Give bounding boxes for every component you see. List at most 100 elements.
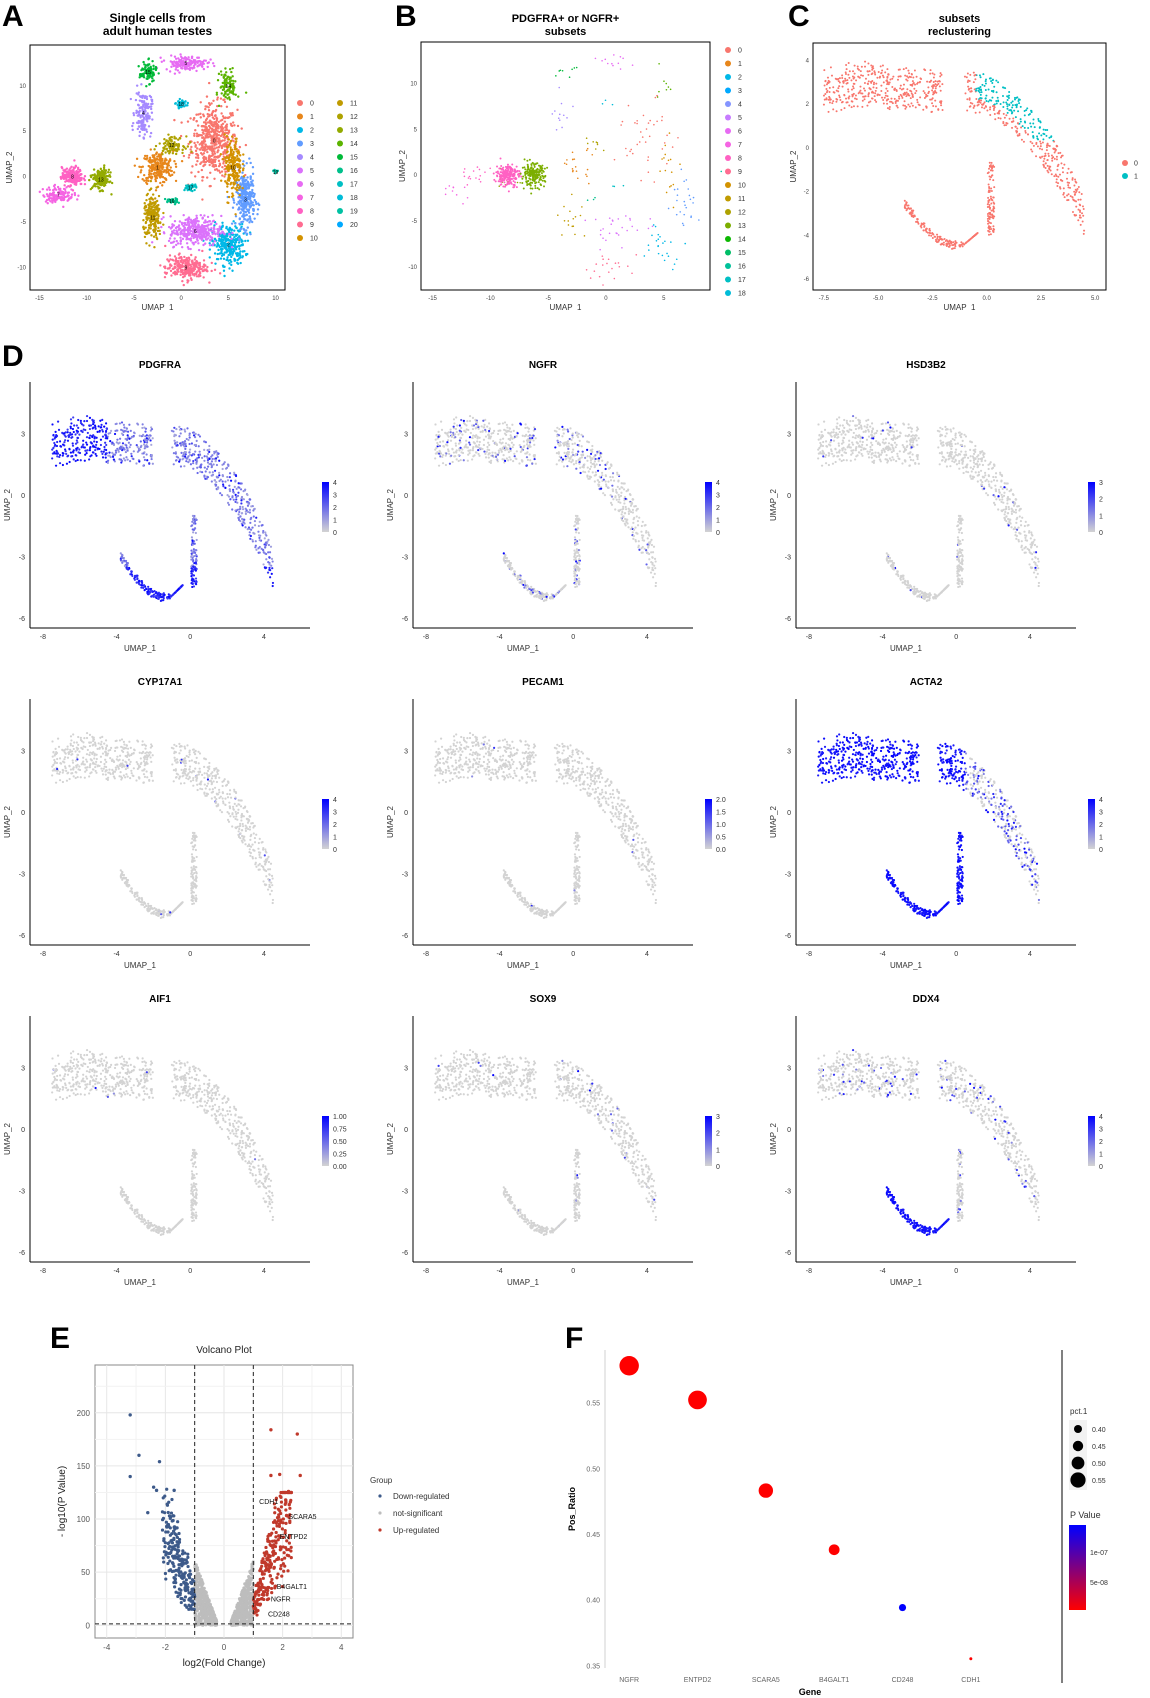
data-point: [504, 184, 507, 187]
data-point: [248, 221, 251, 224]
data-point: [51, 199, 54, 202]
data-point: [175, 60, 178, 64]
data-point: [198, 64, 201, 67]
data-point: [546, 166, 549, 169]
data-point: [594, 148, 597, 150]
data-point: [657, 238, 660, 241]
data-point: [882, 98, 885, 101]
data-point: [190, 222, 194, 225]
data-point: [240, 197, 243, 200]
data-point: [629, 219, 632, 221]
data-point: [214, 140, 218, 144]
data-point: [196, 226, 199, 230]
data-point: [662, 242, 664, 244]
data-point: [199, 116, 202, 119]
data-point: [984, 88, 987, 91]
data-point: [997, 81, 1000, 84]
data-point: [157, 153, 161, 156]
data-point: [617, 234, 620, 236]
data-point: [931, 89, 934, 92]
data-point: [180, 121, 183, 124]
data-point: [191, 230, 195, 233]
data-point: [496, 170, 499, 173]
y-axis-label: UMAP_2: [5, 151, 14, 184]
data-point: [227, 163, 230, 167]
data-point: [182, 224, 185, 228]
data-point: [967, 85, 970, 88]
data-point: [644, 141, 647, 143]
data-point: [100, 175, 104, 179]
plot-frame: [29, 44, 286, 291]
data-point: [237, 207, 241, 210]
data-point: [230, 250, 233, 253]
data-point: [165, 139, 168, 143]
data-point: [216, 137, 220, 140]
data-point: [867, 101, 870, 104]
legend-label: 18: [350, 195, 358, 202]
data-point: [521, 177, 524, 180]
legend-label: 1: [738, 61, 742, 68]
data-point: [168, 158, 172, 161]
data-point: [602, 284, 604, 286]
data-point: [249, 219, 252, 222]
data-point: [873, 81, 876, 84]
data-point: [175, 200, 179, 203]
data-point: [572, 105, 574, 108]
data-point: [232, 181, 235, 184]
data-point: [530, 172, 533, 175]
data-point: [157, 203, 160, 207]
data-point: [173, 232, 176, 235]
data-point: [212, 226, 216, 229]
data-point: [203, 146, 207, 150]
data-point: [161, 165, 164, 168]
data-point: [154, 228, 157, 231]
data-point: [993, 113, 996, 116]
data-point: [147, 159, 150, 163]
data-point: [1066, 172, 1069, 175]
data-point: [234, 234, 238, 237]
data-point: [209, 235, 212, 238]
data-point: [205, 105, 209, 108]
data-point: [867, 80, 870, 83]
data-point: [594, 196, 596, 199]
data-point: [109, 175, 112, 178]
data-point: [598, 275, 601, 278]
legend-swatch: [725, 101, 731, 107]
data-point: [245, 229, 248, 232]
data-point: [144, 221, 148, 225]
data-point: [220, 254, 224, 258]
data-point: [79, 173, 82, 176]
data-point: [1049, 165, 1052, 168]
data-point: [195, 113, 198, 116]
data-point: [679, 163, 681, 166]
data-point: [493, 178, 496, 181]
data-point: [210, 227, 213, 230]
data-point: [245, 232, 249, 236]
data-point: [191, 165, 194, 168]
data-point: [165, 148, 168, 151]
data-point: [675, 213, 678, 216]
data-point: [923, 92, 926, 95]
data-point: [213, 268, 217, 272]
data-point: [149, 213, 152, 216]
data-point: [109, 171, 112, 174]
data-point: [230, 79, 233, 82]
data-point: [541, 164, 544, 167]
data-point: [148, 74, 151, 78]
data-point: [167, 160, 171, 163]
data-point: [683, 200, 686, 203]
legend-label: 9: [738, 169, 742, 176]
legend-label: 11: [738, 196, 745, 203]
data-point: [139, 95, 143, 99]
data-point: [581, 206, 583, 208]
data-point: [611, 267, 613, 270]
data-point: [205, 148, 208, 151]
data-point: [54, 200, 57, 204]
data-point: [220, 145, 223, 148]
data-point: [217, 239, 221, 243]
data-point: [1046, 169, 1049, 172]
x-tick-label: -5: [545, 296, 551, 302]
data-point: [151, 193, 155, 196]
data-point: [190, 150, 193, 153]
data-point: [886, 79, 889, 82]
